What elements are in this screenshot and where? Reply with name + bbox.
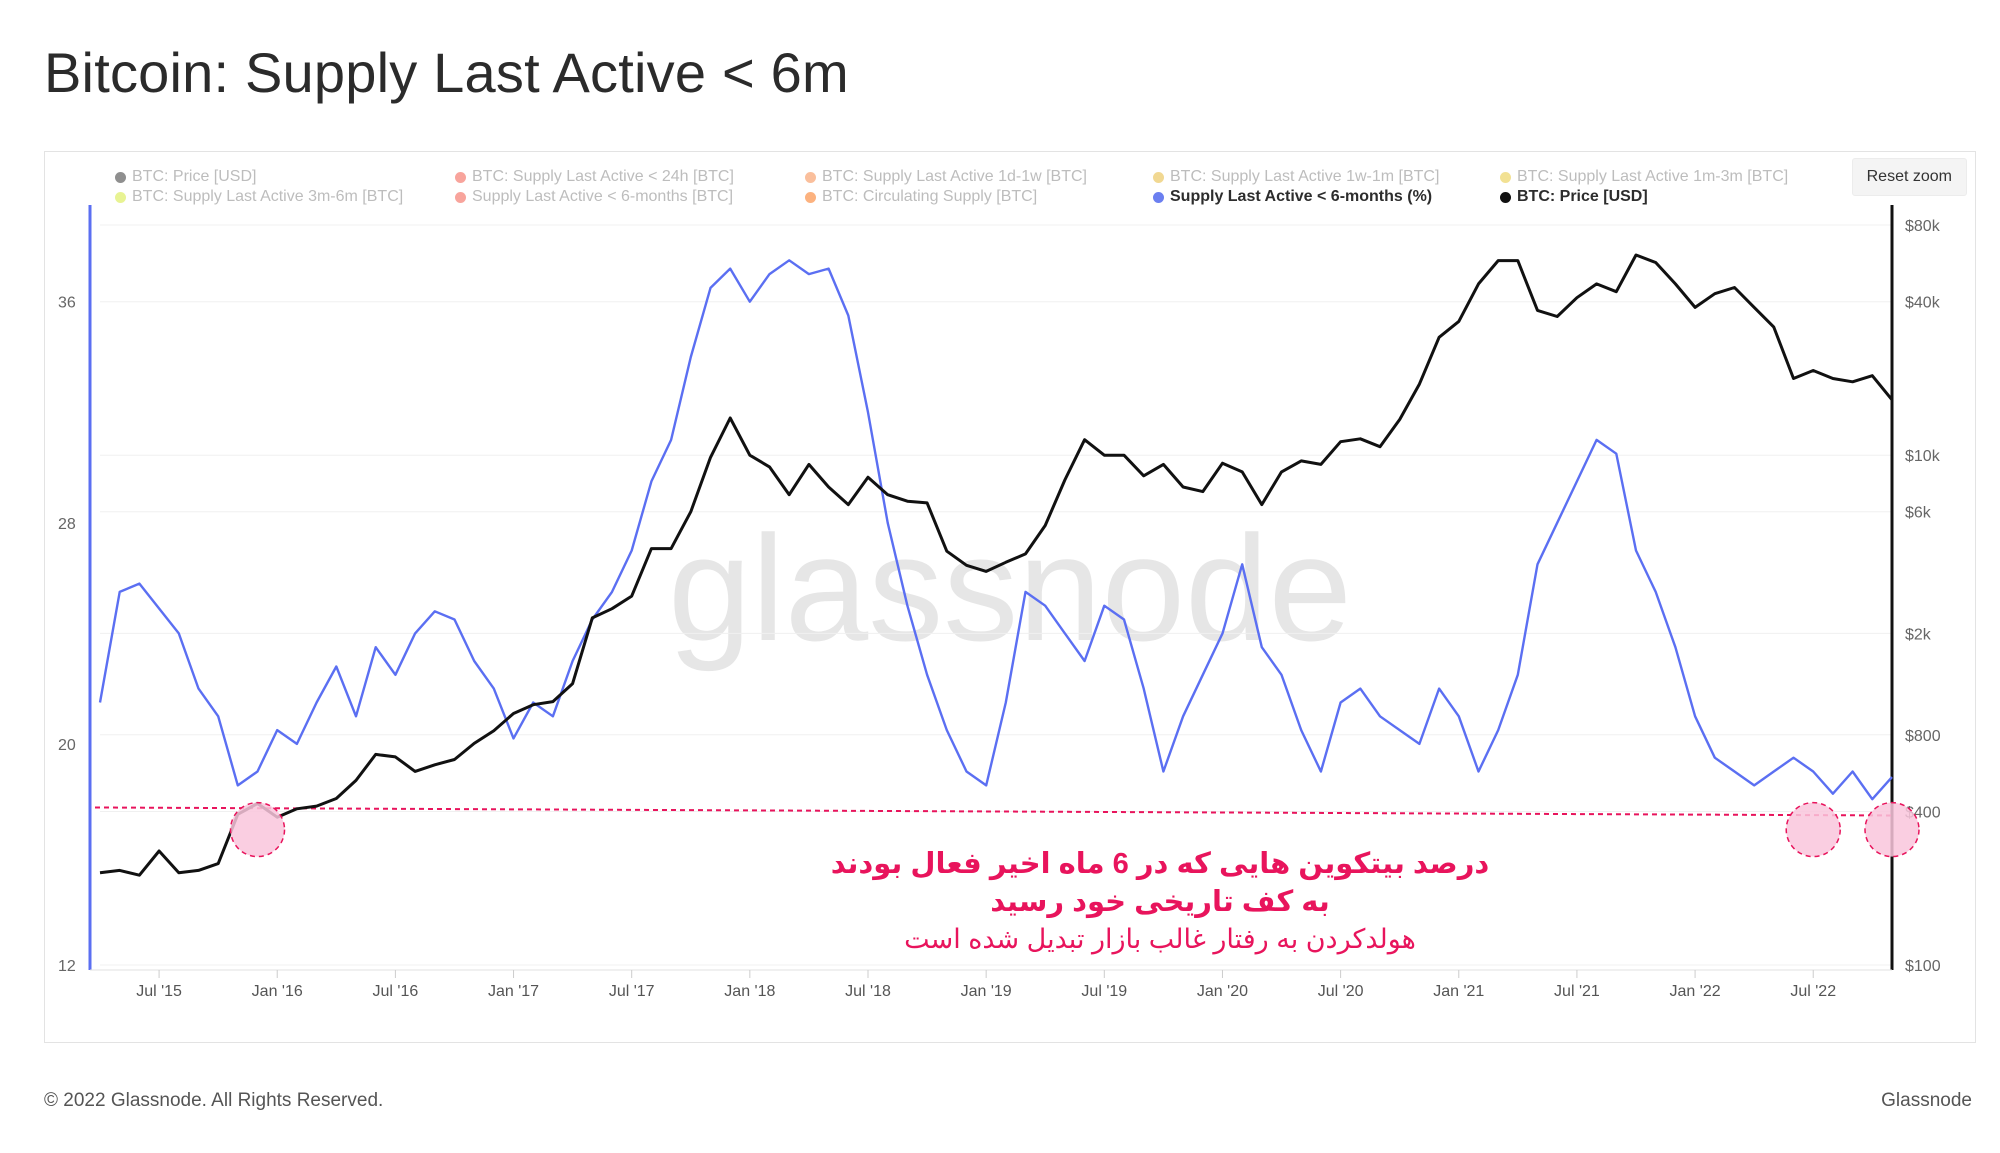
low-marker [1864, 801, 1920, 858]
x-tick-label: Jan '18 [724, 983, 775, 1000]
y-right-tick-label: $2k [1905, 626, 1932, 643]
annotation-line-1: درصد بیتکوین هایی که در 6 ماه اخیر فعال … [830, 848, 1490, 880]
legend-marker-icon [1500, 191, 1511, 203]
legend-item[interactable]: BTC: Circulating Supply [BTC] [805, 188, 1037, 206]
y-right-tick-label: $80k [1905, 218, 1941, 235]
y-left-tick-label: 20 [58, 737, 76, 754]
x-tick-label: Jul '17 [609, 983, 655, 1000]
legend-marker-icon [115, 191, 126, 203]
legend-label: BTC: Supply Last Active 1m-3m [BTC] [1517, 168, 1789, 185]
legend-label: Supply Last Active < 6-months (%) [1170, 188, 1433, 205]
x-tick-label: Jul '22 [1790, 983, 1836, 1000]
x-tick-label: Jul '16 [373, 983, 419, 1000]
reset-zoom-button[interactable]: Reset zoom [1851, 158, 1967, 196]
y-right-tick-label: $6k [1905, 505, 1932, 522]
legend-label: Supply Last Active < 6-months [BTC] [472, 188, 734, 205]
x-tick-label: Jan '21 [1433, 983, 1484, 1000]
x-tick-label: Jan '16 [252, 983, 303, 1000]
legend-item[interactable]: BTC: Supply Last Active 3m-6m [BTC] [115, 188, 403, 206]
y-left-tick-label: 12 [58, 958, 76, 975]
legend-marker-icon [455, 191, 466, 203]
legend-item[interactable]: BTC: Supply Last Active 1d-1w [BTC] [805, 168, 1087, 186]
legend-label: BTC: Circulating Supply [BTC] [822, 188, 1038, 205]
low-marker [229, 801, 286, 858]
x-tick-label: Jan '20 [1197, 983, 1248, 1000]
annotation-line-2: به کف تاریخی خود رسید [990, 886, 1330, 918]
legend-label: BTC: Supply Last Active < 24h [BTC] [472, 168, 734, 185]
footer-brand: Glassnode [1881, 1090, 1972, 1111]
chart-container: BTC: Price [USD] BTC: Supply Last Active … [44, 151, 1976, 1043]
y-right-tick-label: $10k [1905, 448, 1941, 465]
legend-marker-icon [805, 191, 816, 203]
threshold-line [94, 806, 1893, 817]
legend-marker-icon [115, 171, 126, 183]
legend-label: BTC: Supply Last Active 1d-1w [BTC] [822, 168, 1087, 185]
low-marker [1785, 801, 1841, 858]
legend-item[interactable]: Supply Last Active < 6-months [BTC] [455, 188, 733, 206]
x-tick-label: Jan '22 [1670, 983, 1721, 1000]
legend-marker-icon [1153, 171, 1164, 183]
y-right-tick-label: $100 [1905, 958, 1941, 975]
x-tick-label: Jul '18 [845, 983, 891, 1000]
annotation-line-3: هولدکردن به رفتار غالب بازار تبدیل شده ا… [904, 924, 1416, 954]
y-left-tick-label: 28 [58, 516, 76, 533]
legend-label: BTC: Price [USD] [132, 168, 257, 185]
x-tick-label: Jul '20 [1318, 983, 1364, 1000]
legend-item[interactable]: BTC: Supply Last Active 1w-1m [BTC] [1153, 168, 1439, 186]
legend-item[interactable]: BTC: Supply Last Active 1m-3m [BTC] [1500, 168, 1788, 186]
legend-label: BTC: Supply Last Active 3m-6m [BTC] [132, 188, 404, 205]
footer-copyright: © 2022 Glassnode. All Rights Reserved. [44, 1090, 384, 1111]
legend-item[interactable]: Supply Last Active < 6-months (%) [1153, 188, 1432, 206]
y-right-tick-label: $800 [1905, 728, 1941, 745]
legend-item[interactable]: BTC: Supply Last Active < 24h [BTC] [455, 168, 734, 186]
legend-marker-icon [1153, 191, 1164, 203]
legend-label: BTC: Price [USD] [1517, 188, 1648, 205]
x-tick-label: Jul '21 [1554, 983, 1600, 1000]
y-left-tick-label: 36 [58, 295, 76, 312]
legend-label: BTC: Supply Last Active 1w-1m [BTC] [1170, 168, 1440, 185]
supply-pct-line [98, 259, 1893, 801]
legend-item[interactable]: BTC: Price [USD] [1500, 188, 1648, 206]
y-right-tick-label: $40k [1905, 295, 1941, 312]
legend-marker-icon [805, 171, 816, 183]
watermark: glassnode [668, 504, 1352, 672]
x-tick-label: Jul '15 [136, 983, 182, 1000]
legend-item[interactable]: BTC: Price [USD] [115, 168, 256, 186]
x-tick-label: Jan '19 [961, 983, 1012, 1000]
legend-marker-icon [1500, 171, 1511, 183]
x-tick-label: Jan '17 [488, 983, 539, 1000]
price-line [99, 253, 1894, 877]
legend-marker-icon [455, 171, 466, 183]
page-title: Bitcoin: Supply Last Active < 6m [44, 41, 849, 104]
x-tick-label: Jul '19 [1081, 983, 1127, 1000]
